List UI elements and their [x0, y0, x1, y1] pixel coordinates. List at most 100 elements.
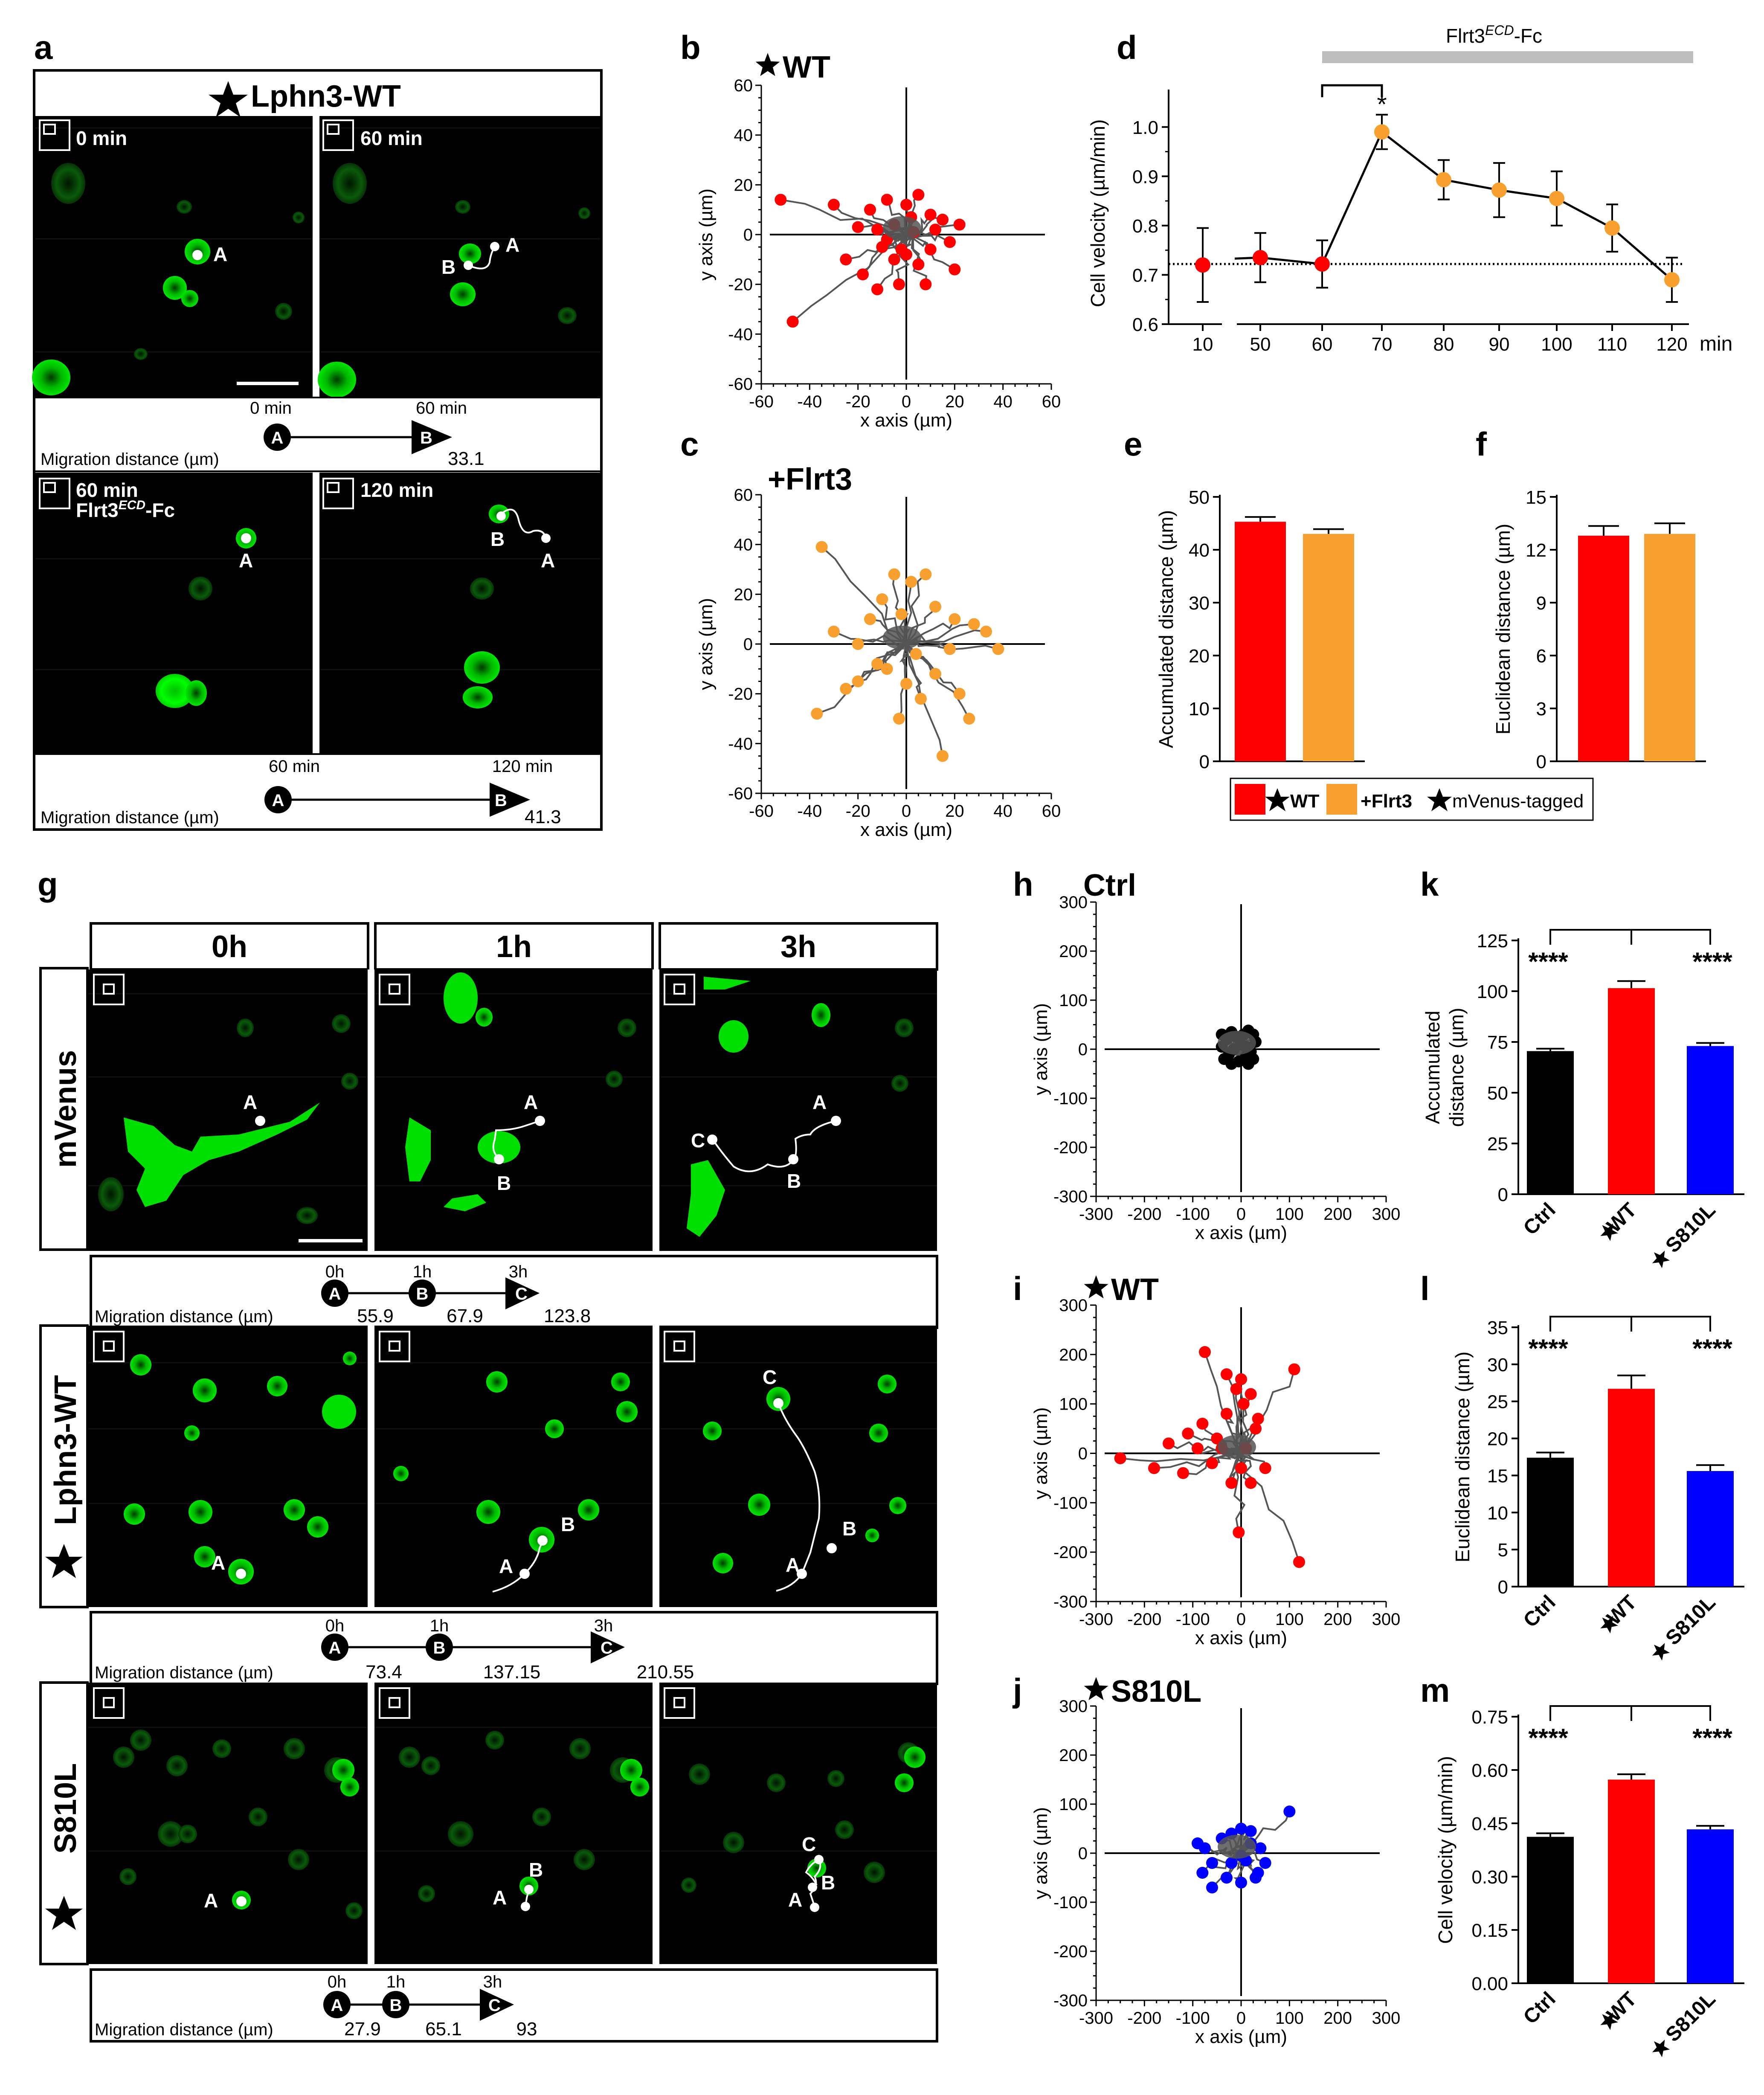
y-tick-label: 1.0: [1132, 117, 1158, 138]
y-tick-label: -60: [728, 375, 753, 394]
track1-node-a: A: [271, 429, 284, 447]
g-track2-val1: 73.4: [366, 1662, 402, 1683]
data-point: [1245, 1825, 1257, 1837]
data-point: [953, 688, 966, 700]
y-tick-label: -100: [1053, 1494, 1088, 1512]
star-icon: [1600, 1616, 1618, 1634]
legend-swatch-flrt3: [1326, 784, 1357, 815]
x-tick-label: 110: [1597, 334, 1627, 355]
data-point: [929, 668, 941, 680]
y-tick-label: 20: [734, 585, 753, 604]
y-axis-label: distance (µm): [1445, 1008, 1468, 1127]
y-tick-label: 0.00: [1471, 1973, 1508, 1994]
data-point: [857, 268, 869, 281]
y-tick-label: -40: [728, 325, 753, 344]
star-icon: [45, 1896, 83, 1930]
treatment-label: Flrt3ECD-Fc: [1446, 23, 1542, 47]
data-point: [949, 263, 961, 276]
x-tick-label: 20: [945, 392, 964, 411]
data-point: [1259, 1857, 1271, 1869]
x-tick-label: S810L: [1661, 1591, 1720, 1649]
y-tick-label: -300: [1053, 1187, 1088, 1206]
cell-label-a: A: [541, 549, 555, 572]
cell-label-a: A: [243, 1091, 257, 1113]
data-point: [953, 218, 966, 231]
y-tick-label: 20: [1487, 1429, 1508, 1450]
data-point: [828, 199, 840, 211]
x-tick-label-group: Ctrl: [1519, 1988, 1560, 2028]
x-tick-label-group: WT: [1600, 1591, 1641, 1634]
sig-stars: ****: [1692, 947, 1732, 976]
track2-value: 41.3: [525, 807, 561, 827]
data-point: [910, 648, 922, 660]
bar: [1578, 535, 1629, 761]
y-tick-label: 0.6: [1132, 314, 1158, 335]
y-tick-label: 0: [1498, 1577, 1508, 1598]
cell-label-a: A: [505, 234, 519, 256]
x-tick-label: -300: [1079, 1610, 1113, 1629]
cell-label-b: B: [529, 1859, 543, 1881]
data-point: [1195, 257, 1210, 273]
x-tick-label: 20: [945, 802, 964, 821]
x-tick-label: 0: [902, 392, 911, 411]
g-track1-time1: 1h: [413, 1262, 432, 1281]
data-point: [1225, 1477, 1238, 1489]
data-point: [1288, 1363, 1300, 1375]
track1-node-b: B: [420, 429, 432, 447]
y-tick-label: 5: [1498, 1540, 1508, 1561]
data-point: [1206, 1457, 1218, 1469]
track-line: [1240, 1453, 1300, 1562]
chart-h: -300 -200 -100 0 100 200 300 -300 -200 -100 0 100 20…: [1030, 868, 1400, 1243]
panel-label-i: i: [1013, 1270, 1022, 1307]
x-tick-label: 100: [1275, 1610, 1304, 1629]
x-tick-label: 60: [1312, 334, 1333, 355]
cell-label-a: A: [213, 243, 227, 265]
data-point: [1206, 1857, 1218, 1869]
x-tick-label: -100: [1176, 1205, 1210, 1224]
x-tick-label-group: WT: [1600, 1988, 1641, 2030]
sig-stars: ****: [1692, 1334, 1732, 1363]
cell-label-b: B: [821, 1872, 835, 1894]
cell-label-b: B: [490, 528, 505, 550]
legend-flrt3: +Flrt3: [1361, 791, 1412, 812]
g-track2-val2: 137.15: [483, 1662, 541, 1683]
y-tick-label: 200: [1059, 1346, 1088, 1364]
cell-label-c: C: [763, 1366, 777, 1388]
y-tick-label: -20: [728, 685, 753, 704]
time-120min: 120 min: [360, 479, 433, 501]
data-point: [1163, 1437, 1175, 1450]
data-point: [871, 223, 883, 236]
data-point: [912, 258, 925, 270]
x-axis-label: min: [1700, 333, 1732, 355]
data-point: [1235, 1373, 1247, 1385]
cell-label-a: A: [812, 1091, 827, 1113]
chart-title: +Flrt3: [768, 462, 852, 496]
bar: [1608, 1389, 1655, 1587]
panel-label-e: e: [1124, 425, 1142, 463]
x-axis-label: x axis (µm): [1195, 1628, 1287, 1648]
panel-labels: a b c d e f g h i j k l m: [34, 29, 1487, 1709]
x-tick-label: Ctrl: [1519, 1988, 1560, 2028]
g-track3-time2: 3h: [483, 1973, 502, 1991]
data-point: [1242, 1058, 1254, 1070]
sig-stars: ****: [1692, 1724, 1732, 1752]
y-axis-label: Euclidean distance (µm): [1451, 1352, 1474, 1562]
x-tick-label: Ctrl: [1519, 1591, 1560, 1632]
y-tick-label: 0: [1199, 752, 1210, 772]
track2-end-time: 120 min: [492, 757, 553, 776]
g-track2-node-b: B: [433, 1639, 446, 1657]
cell-label-c: C: [802, 1833, 816, 1855]
x-tick-label: S810L: [1661, 1988, 1720, 2046]
time-0min: 0 min: [76, 127, 127, 149]
star-icon: [1652, 1251, 1670, 1268]
cell-label-c: C: [691, 1129, 705, 1152]
data-point: [871, 658, 883, 670]
star-icon: [1265, 788, 1290, 811]
star-icon: [1652, 1643, 1670, 1661]
data-point: [900, 199, 912, 211]
track1-end-time: 60 min: [416, 399, 467, 418]
data-point: [1182, 1428, 1194, 1440]
x-axis-label: x axis (µm): [1195, 2026, 1287, 2047]
track2-node-b: B: [495, 791, 507, 810]
track-cluster: [1218, 1435, 1256, 1459]
